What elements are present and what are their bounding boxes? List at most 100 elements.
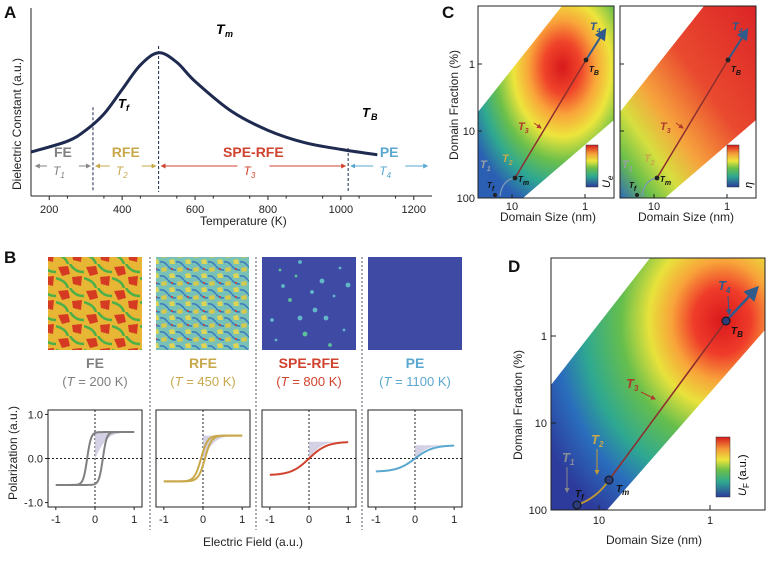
panel-c-xtick-label: 1	[582, 201, 588, 213]
panel-c-ue-heatmap	[478, 6, 614, 198]
panel-c-tm-point	[654, 175, 660, 181]
panel-d-path-main	[608, 320, 727, 481]
panel-d-ytick-label: 100	[529, 505, 547, 517]
panel-a-phase-name: SPE-RFE	[223, 144, 284, 160]
panel-b-map-name: RFE	[189, 355, 217, 371]
svg-text:η: η	[743, 182, 755, 188]
spe-rfe-nanodomains	[270, 260, 351, 347]
svg-text:T: T	[362, 105, 371, 120]
panel-a: A Dielectric Constant (a.u.) 200 400 600 80…	[4, 3, 432, 228]
panel-d-colorbar	[715, 436, 731, 498]
panel-c-path-main	[514, 59, 587, 179]
spe-rfe-nanodomain-dot	[288, 298, 292, 302]
panel-c-tf-point	[493, 193, 497, 197]
panel-b-map-labels: FE (T = 200 K) RFE (T = 450 K) SPE-RFE (T = 8…	[62, 355, 451, 389]
panel-c-ue-colorbar	[585, 144, 599, 188]
panel-d-path-label: T1	[562, 450, 575, 467]
hysteresis-branch-up	[269, 441, 349, 476]
spe-rfe-nanodomain-dot	[323, 315, 329, 321]
spe-rfe-nanodomain-dot	[319, 278, 325, 284]
panel-d-cbar-label: UF(a.u.)	[737, 454, 751, 496]
panel-c-t3-arrow	[675, 122, 684, 129]
panel-a-xlabel: Temperature (K)	[200, 214, 287, 228]
panel-c-path-label: T4	[590, 21, 601, 35]
panel-a-marker-tm: T m	[216, 21, 233, 39]
hysteresis-energy-area	[309, 441, 349, 459]
panel-d-path-label: T2	[591, 432, 604, 449]
panel-a-phase-temp: T1	[53, 164, 65, 180]
panel-b-map-temp: (T = 1100 K)	[379, 374, 451, 389]
panel-a-xtick-label: 1000	[329, 204, 353, 216]
panel-c-tb-point	[583, 57, 589, 63]
panel-d-ylabel: Domain Fraction (%)	[511, 350, 525, 460]
panel-b-hysteresis-plots: -1 0 1 -1 0 1 -1 0 1 -1 0 1	[47, 409, 463, 526]
hysteresis-xtick-label: 0	[200, 514, 206, 526]
panel-b-yticks: 1.0 0.0 -1.0	[24, 409, 48, 510]
panel-a-phase-name: PE	[380, 144, 399, 160]
panel-c-path-label: T2	[502, 153, 513, 167]
spe-rfe-nanodomain-dot	[310, 290, 314, 294]
panel-a-ylabel: Dielectric Constant (a.u.)	[10, 58, 24, 190]
panel-d-ticks: 1 10 100 10 1	[529, 331, 713, 527]
panel-b-map-temp: (T = 450 K)	[170, 374, 235, 389]
spe-rfe-nanodomain-dot	[270, 318, 274, 322]
panel-d-tm-point	[604, 475, 614, 485]
svg-text:T: T	[216, 21, 226, 37]
spe-rfe-nanodomain-dot	[297, 315, 303, 321]
panel-c-label: C	[442, 3, 454, 22]
panel-c-left-frame	[477, 5, 615, 199]
hysteresis-plot-pe: -1 0 1	[367, 409, 463, 526]
panel-c: C Domain Fraction (%) T1 T2 T3 T4 Tf Tm TB T1 T2…	[442, 3, 757, 224]
svg-text:UF(a.u.): UF(a.u.)	[737, 454, 751, 496]
panel-c-tf-point	[635, 193, 639, 197]
panel-c-path-main	[656, 59, 729, 179]
panel-d-ytick-label: 1	[541, 331, 547, 343]
panel-a-phase-name: FE	[54, 144, 72, 160]
hysteresis-xtick-label: -1	[371, 514, 381, 526]
panel-c-path-label: T2	[644, 153, 655, 167]
pe-domain-map	[368, 257, 462, 350]
panel-a-xtick-label: 200	[40, 204, 58, 216]
panel-a-dielectric-curve	[30, 51, 378, 157]
hysteresis-plot-fe: -1 0 1	[47, 409, 143, 526]
panel-d-path-label: Tf	[575, 489, 585, 502]
panel-c-path-label: T1	[480, 159, 491, 173]
panel-b-label: B	[4, 248, 16, 267]
svg-text:Ue: Ue	[601, 175, 615, 188]
panel-c-xlabel-right: Domain Size (nm)	[638, 210, 734, 224]
panel-c-trajectories: T1 T2 T3 T4 Tf Tm TB T1 T2 T3 T4 Tf Tm TB	[480, 21, 749, 197]
panel-c-path-label: Tm	[518, 175, 529, 187]
hysteresis-xtick-label: 1	[345, 514, 351, 526]
fe-domain-map	[48, 257, 142, 350]
panel-b-ytick-label: -1.0	[24, 498, 43, 510]
panel-a-phase-temp: T2	[116, 164, 128, 180]
panel-c-eta-cbar-label: η	[743, 182, 755, 188]
panel-c-right-frame	[619, 5, 757, 199]
panel-d-path-label: T3	[626, 376, 639, 393]
panel-c-path-label: T4	[732, 21, 743, 35]
panel-c-xtick-label: 10	[506, 201, 518, 213]
spe-rfe-nanodomain-dot	[302, 331, 308, 337]
panel-a-phase-temp: T4	[379, 164, 391, 180]
panel-d: D Domain Fraction (%) T1 T2 T3 T4 Tf Tm TB 1 10…	[508, 257, 766, 547]
panel-c-xlabel-left: Domain Size (nm)	[500, 210, 596, 224]
hysteresis-xtick-label: -1	[265, 514, 275, 526]
panel-d-tf-point	[572, 500, 582, 510]
panel-d-label: D	[508, 257, 520, 276]
spe-rfe-nanodomain-dot	[312, 307, 318, 313]
panel-d-t4-arrow	[725, 295, 732, 316]
hysteresis-branch-down	[55, 431, 135, 486]
hysteresis-branch-down	[163, 434, 243, 483]
panel-c-ylabel: Domain Fraction (%)	[447, 50, 461, 160]
panel-a-phase-labels: FE T1 RFE T2 SPE-RFE T3 PE T4	[34, 144, 429, 180]
panel-c-path-label: T3	[518, 121, 529, 135]
panel-d-path-label: Tm	[616, 484, 629, 497]
panel-c-xtick-label: 10	[648, 201, 660, 213]
panel-d-path-label: TB	[731, 326, 743, 339]
panel-c-tm-point	[512, 175, 518, 181]
hysteresis-xtick-label: 1	[131, 514, 137, 526]
hysteresis-energy-area	[95, 432, 135, 459]
panel-c-path-label: T3	[660, 121, 671, 135]
panel-a-xticks: 200 400 600 800 1000 1200	[40, 196, 426, 216]
hysteresis-xtick-label: 0	[306, 514, 312, 526]
